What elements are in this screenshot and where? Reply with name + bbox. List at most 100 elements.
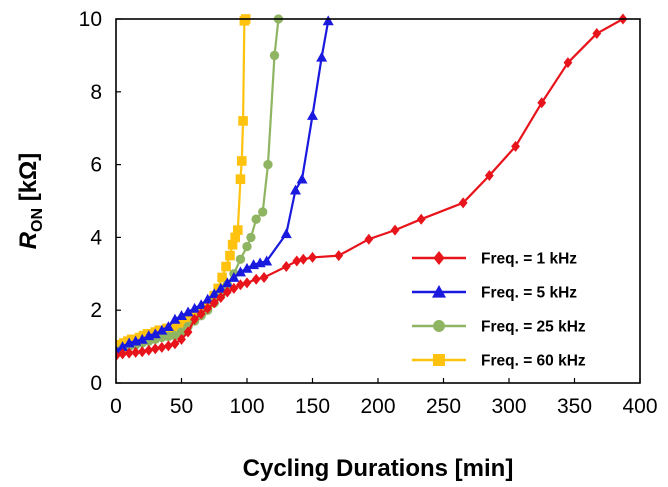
y-tick-label: 4	[90, 226, 102, 249]
x-tick-label: 250	[426, 395, 461, 418]
data-point	[131, 346, 141, 358]
legend-label: Freq. = 25 kHz	[481, 319, 586, 336]
data-point	[189, 302, 201, 313]
data-point	[238, 116, 248, 126]
data-point	[124, 347, 134, 359]
data-point	[592, 28, 602, 40]
data-point	[298, 253, 308, 265]
data-point	[334, 250, 344, 262]
data-point	[242, 241, 252, 252]
data-point	[190, 313, 199, 325]
x-tick-label: 300	[491, 395, 526, 418]
data-point	[259, 271, 269, 283]
y-axis-title-main: R	[15, 231, 42, 249]
data-point	[484, 170, 494, 182]
data-point	[230, 232, 241, 243]
data-point	[169, 313, 181, 324]
data-point	[137, 346, 147, 358]
data-point	[511, 140, 520, 152]
legend-label: Freq. = 60 kHz	[481, 353, 586, 370]
data-point	[308, 251, 317, 263]
data-point	[144, 344, 154, 356]
data-point	[416, 213, 426, 225]
data-point	[269, 50, 280, 61]
data-point	[246, 232, 256, 243]
data-point	[235, 254, 246, 264]
data-point	[292, 255, 302, 267]
y-tick-label: 2	[90, 299, 102, 322]
legend-item: Freq. = 1 kHz	[412, 251, 577, 268]
series-layer	[116, 13, 628, 362]
data-point	[164, 340, 173, 352]
x-tick-label: 0	[110, 395, 122, 418]
data-point	[322, 15, 334, 26]
x-tick-label: 100	[229, 395, 264, 418]
data-point	[156, 324, 168, 335]
data-point	[251, 273, 261, 285]
y-tick-label: 0	[90, 372, 102, 395]
legend-marker	[432, 285, 446, 298]
data-point	[228, 271, 240, 282]
series-line	[116, 18, 280, 355]
data-point	[203, 302, 213, 314]
data-point	[215, 282, 227, 293]
legend-label: Freq. = 5 kHz	[481, 285, 577, 302]
data-point	[229, 282, 239, 294]
x-tick-label: 150	[295, 395, 330, 418]
x-tick-label: 350	[557, 395, 592, 418]
y-tick-label: 10	[79, 8, 102, 31]
data-point	[157, 341, 167, 353]
legend-marker	[433, 354, 445, 366]
legend-item: Freq. = 5 kHz	[412, 285, 577, 302]
x-tick-label: 50	[170, 395, 193, 418]
data-point	[216, 291, 226, 303]
data-point	[258, 207, 268, 217]
data-point	[225, 250, 235, 261]
x-tick-label: 400	[622, 395, 657, 418]
legend-item: Freq. = 60 kHz	[412, 353, 586, 370]
data-point	[236, 279, 245, 291]
data-point	[222, 286, 232, 298]
data-point	[251, 214, 261, 224]
data-point	[162, 321, 174, 331]
legend-marker	[433, 251, 445, 265]
data-point	[176, 310, 187, 321]
data-point	[364, 233, 374, 245]
data-point	[390, 224, 400, 236]
data-point	[202, 293, 214, 304]
series-1	[116, 15, 334, 355]
data-point	[221, 261, 231, 272]
data-point	[170, 338, 180, 350]
data-point	[281, 261, 291, 273]
data-point	[280, 228, 292, 239]
data-point	[116, 350, 121, 362]
data-point	[176, 327, 187, 337]
legend-item: Freq. = 25 kHz	[412, 319, 586, 336]
data-point	[136, 333, 148, 344]
data-point	[233, 225, 243, 235]
y-axis-title: RON [kΩ]	[15, 153, 46, 250]
data-point	[307, 109, 318, 120]
data-point	[149, 328, 161, 339]
data-point	[221, 277, 233, 288]
data-point	[209, 297, 219, 309]
data-point	[242, 277, 252, 289]
data-point	[236, 156, 247, 166]
data-point	[316, 51, 328, 62]
axis-ticks: 0 50 100 150 200 250 300 350 400 0 2 4 6 8 10	[79, 8, 658, 418]
x-axis-title: Cycling Durations [min]	[243, 455, 514, 482]
series-line	[116, 18, 247, 348]
series-3	[116, 14, 251, 352]
y-axis-title-sub: ON	[29, 208, 46, 232]
data-point	[195, 299, 207, 310]
data-point	[196, 308, 206, 320]
legend: Freq. = 1 kHz Freq. = 5 kHz Freq. = 25 kHz…	[412, 251, 586, 370]
data-point	[177, 333, 186, 345]
data-point	[227, 239, 238, 250]
data-point	[296, 173, 308, 184]
data-point	[263, 159, 273, 170]
series-0	[116, 13, 628, 362]
data-point	[235, 174, 246, 184]
data-point	[261, 255, 273, 266]
